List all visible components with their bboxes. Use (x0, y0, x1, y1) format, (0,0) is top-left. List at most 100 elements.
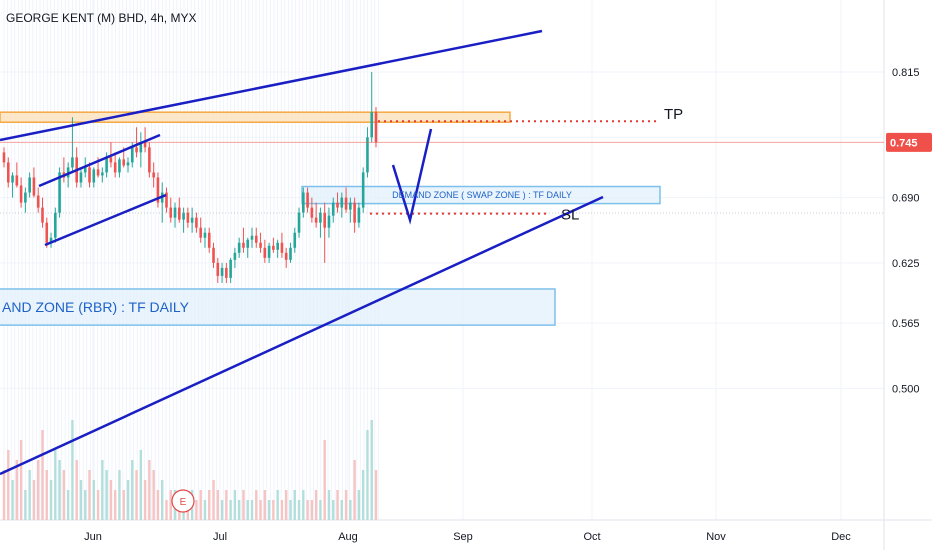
candle-body (54, 212, 57, 238)
demand-zone-swap-label: DEMAND ZONE ( SWAP ZONE ) : TF DAILY (392, 190, 572, 200)
candle-body (15, 175, 19, 186)
volume-bar (143, 480, 147, 520)
volume-bar (276, 490, 279, 520)
candle-body (199, 227, 202, 238)
volume-bar (361, 470, 365, 520)
volume-bar (255, 490, 258, 520)
volume-bar (289, 500, 292, 520)
price-axis-label: 0.500 (892, 383, 920, 395)
last-price-tag-bg (886, 132, 932, 152)
earnings-label: E (180, 497, 187, 508)
volume-bar (49, 480, 53, 520)
candle-body (130, 147, 134, 163)
volume-bar (357, 490, 361, 520)
volume-bar (246, 500, 249, 520)
candle-body (28, 177, 31, 193)
candle-body (276, 242, 279, 250)
candle-body (165, 192, 168, 208)
candle-body (349, 202, 352, 210)
volume-bar (323, 440, 326, 520)
volume-bar (280, 500, 284, 520)
volume-bar (109, 480, 113, 520)
candle-body (182, 212, 185, 220)
volume-bar (237, 500, 241, 520)
last-price-value: 0.745 (890, 137, 918, 149)
candle-body (118, 159, 121, 173)
candle-body (24, 192, 27, 203)
chart-title: GEORGE KENT (M) BHD, 4h, MYX (6, 11, 196, 25)
time-axis-label: Dec (831, 531, 851, 543)
volume-bar (131, 460, 134, 520)
candle-body (340, 197, 344, 208)
volume-bar (139, 450, 143, 520)
volume-bar (353, 460, 356, 520)
volume-bar (169, 490, 172, 520)
time-axis-label: Jul (213, 531, 227, 543)
candle-body (344, 197, 348, 210)
candle-body (366, 137, 369, 173)
volume-bar (15, 460, 19, 520)
volume-bar (7, 450, 10, 520)
candle-body (361, 172, 365, 208)
candle-body (6, 162, 10, 183)
volume-bar (75, 460, 78, 520)
candle-body (109, 157, 113, 163)
price-axis-label: 0.565 (892, 318, 920, 330)
candle-body (143, 142, 147, 148)
volume-bar (319, 500, 322, 520)
volume-bar (297, 500, 301, 520)
volume-bar (32, 480, 36, 520)
upper-channel-trendline (0, 29, 543, 142)
candle-body (203, 232, 207, 238)
candle-body (92, 169, 96, 183)
time-axis-label: Oct (583, 531, 600, 543)
volume-bar (71, 420, 74, 520)
candle-body (190, 217, 194, 223)
volume-bar (306, 500, 309, 520)
demand-zone-rbr (0, 288, 556, 326)
volume-bar (66, 490, 70, 520)
candle-body (310, 207, 314, 218)
candle-body (156, 177, 160, 203)
candle-body (96, 169, 100, 176)
volume-bar (62, 470, 66, 520)
candle-body (336, 202, 339, 208)
volume-bar (199, 490, 202, 520)
volume-bars (2, 420, 378, 520)
candle-body (302, 192, 305, 213)
earnings-marker[interactable]: E (171, 489, 195, 513)
volume-bar (96, 490, 100, 520)
volume-bar (216, 490, 219, 520)
candle-body (263, 247, 267, 258)
price-axis[interactable]: 0.815 0.690 0.625 0.565 0.500 (892, 67, 920, 395)
candle-body (229, 259, 232, 278)
candle-body (195, 217, 198, 228)
volume-bar (285, 490, 288, 520)
candle-body (314, 217, 318, 223)
earnings-circle (171, 489, 195, 513)
candle-body (169, 207, 173, 218)
volume-bar (340, 500, 343, 520)
candle-body (220, 267, 224, 276)
candle-body (49, 237, 53, 243)
volume-bar (41, 430, 44, 520)
candle-body (267, 245, 271, 258)
candle-body (79, 172, 83, 183)
volume-bar (349, 500, 352, 520)
volume-bar (366, 430, 369, 520)
volume-bar (220, 500, 224, 520)
volume-bar (156, 490, 160, 520)
tp-zone (0, 111, 511, 123)
candle-body (306, 192, 309, 208)
time-axis[interactable]: Jun Jul Aug Sep Oct Nov Dec (84, 531, 851, 543)
candle-body (148, 147, 151, 173)
volume-bar (84, 490, 87, 520)
volume-bar (327, 490, 331, 520)
volume-bar (165, 500, 168, 520)
volume-bar (212, 480, 215, 520)
price-axis-label: 0.625 (892, 258, 920, 270)
lower-channel-trendline (0, 195, 604, 476)
time-axis-label: Jun (84, 531, 102, 543)
